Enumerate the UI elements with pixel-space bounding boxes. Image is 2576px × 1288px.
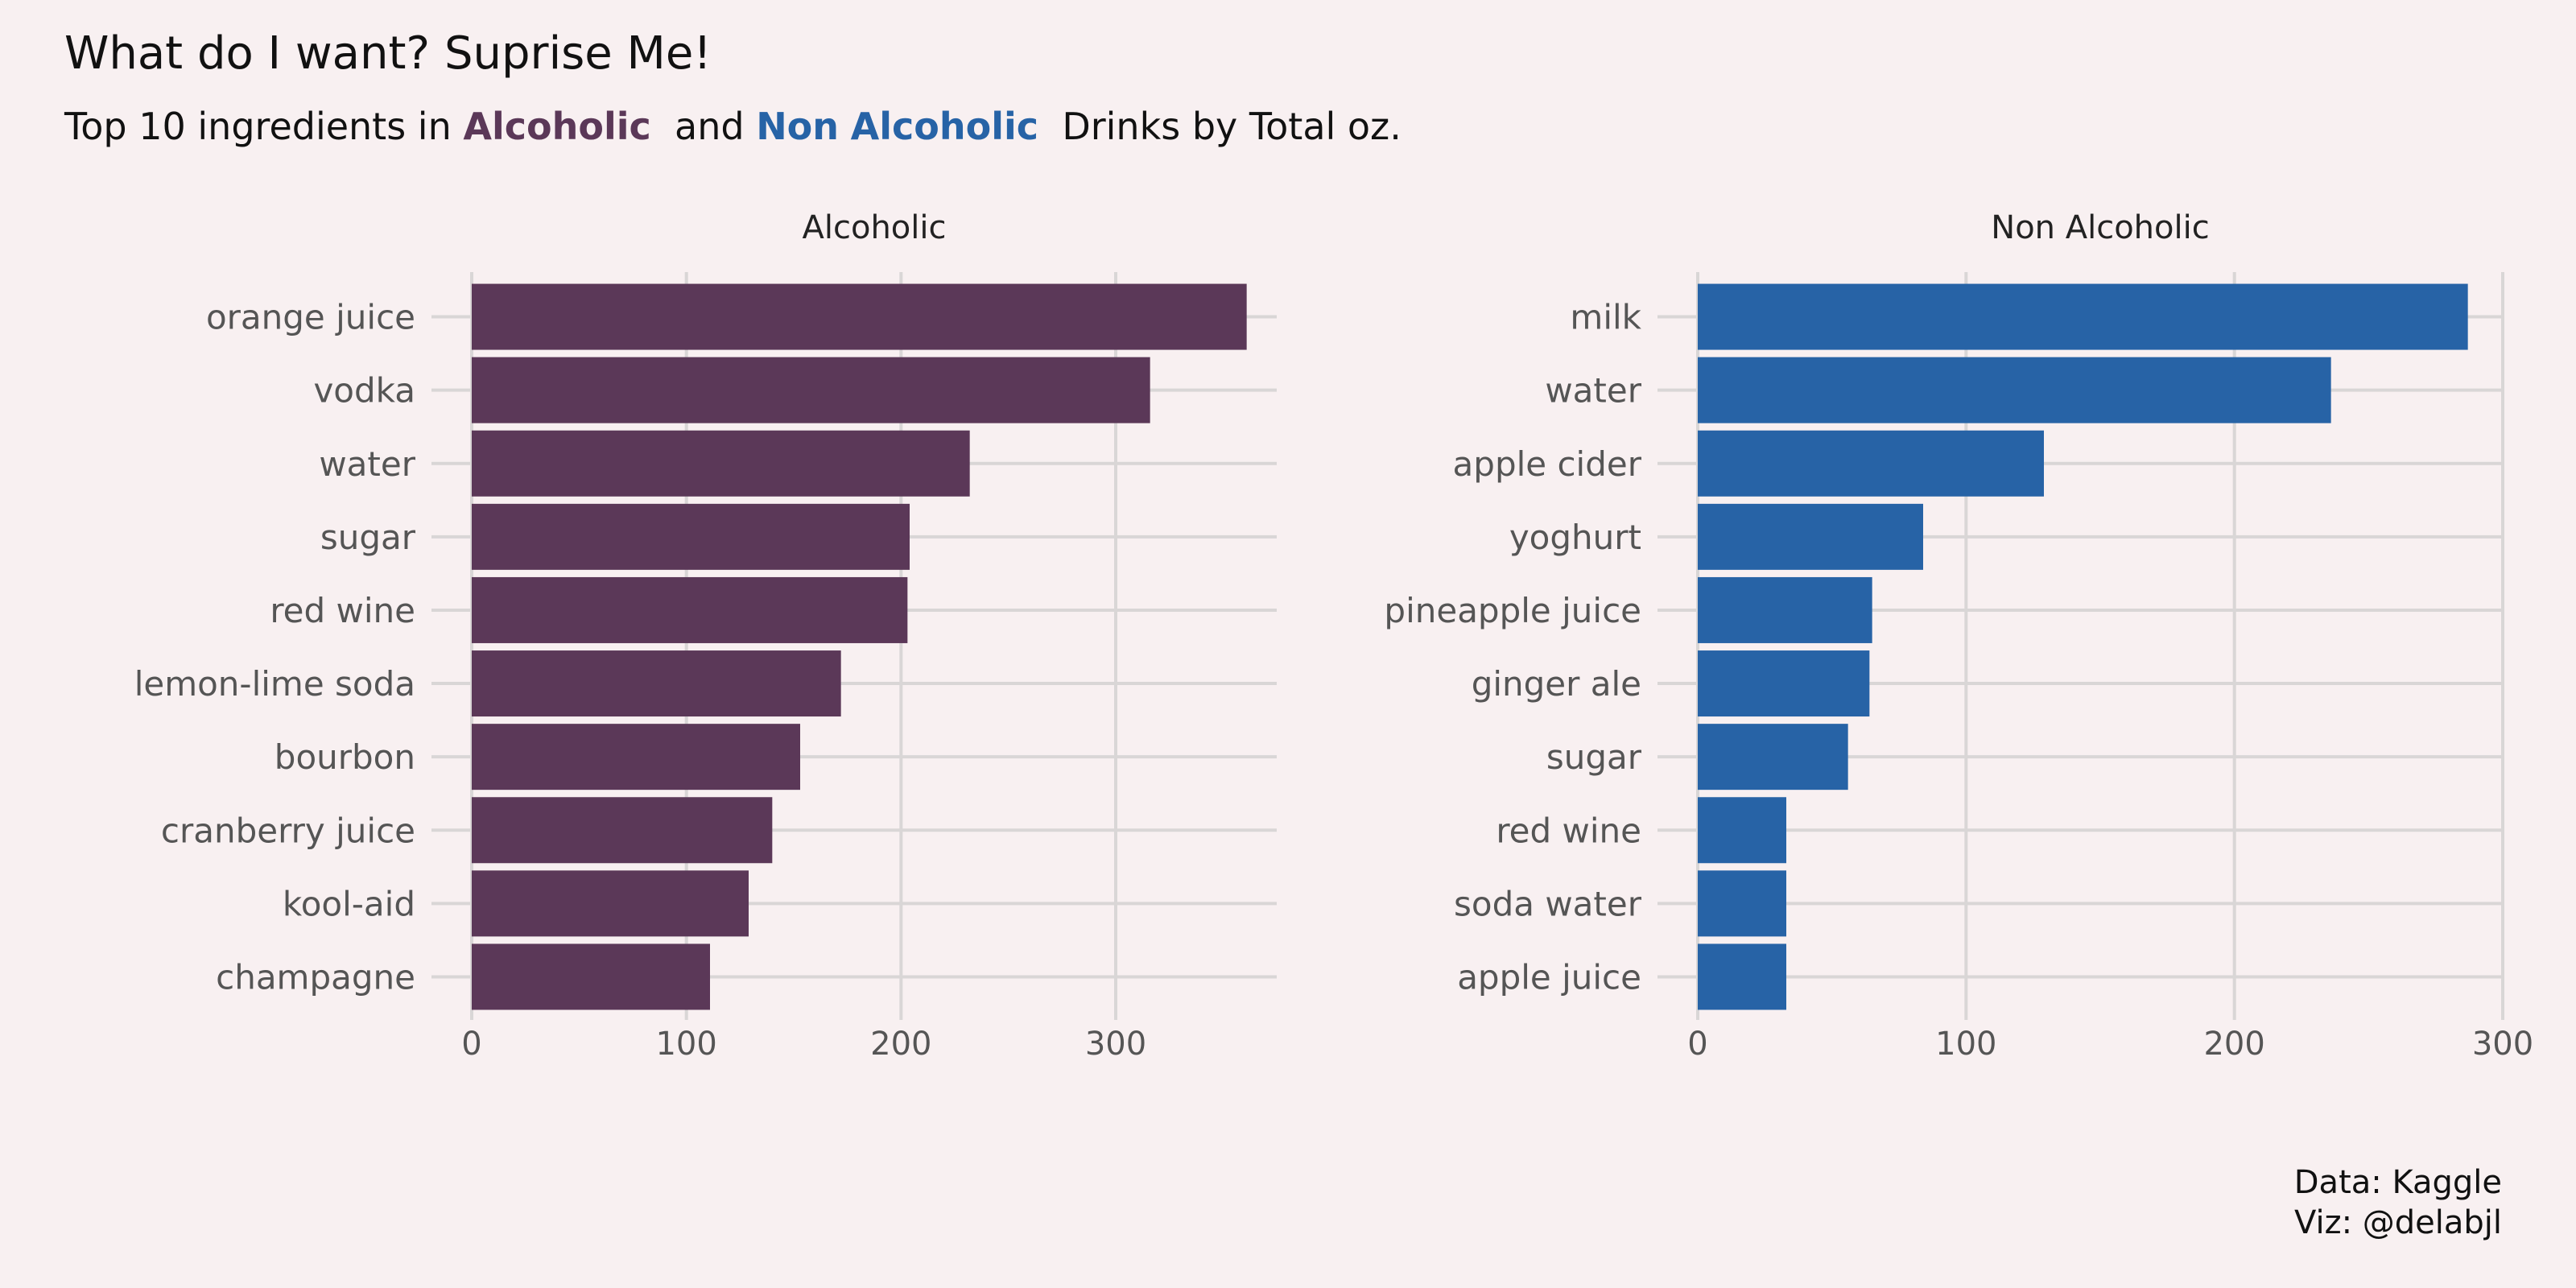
category-label: bourbon — [275, 737, 415, 777]
category-label: soda water — [1454, 884, 1642, 923]
category-label: milk — [1570, 298, 1641, 337]
subtitle-non: Non — [756, 105, 840, 148]
category-label: water — [1545, 371, 1641, 411]
subtitle-alcoholic: Alcoholic — [463, 105, 651, 148]
bar-non-alcoholic — [1698, 430, 2044, 497]
category-label: kool-aid — [283, 884, 415, 923]
bar-non-alcoholic — [1698, 357, 2331, 423]
x-tick-label: 0 — [461, 1026, 481, 1063]
bar-alcoholic — [472, 870, 749, 937]
category-label: lemon-lime soda — [134, 664, 415, 704]
bar-non-alcoholic — [1698, 283, 2468, 350]
chart-subtitle: Top 10 ingredients in Alcoholic and Non … — [64, 105, 1402, 148]
category-label: orange juice — [206, 298, 415, 337]
category-label: cranberry juice — [161, 811, 415, 850]
category-label: apple cider — [1453, 444, 1642, 484]
category-label: ginger ale — [1472, 664, 1641, 704]
bar-alcoholic — [472, 724, 800, 791]
subtitle-prefix: Top 10 ingredients in — [64, 105, 464, 148]
category-label: apple juice — [1457, 957, 1641, 997]
x-tick-label: 100 — [1935, 1026, 1996, 1063]
bar-non-alcoholic — [1698, 576, 1872, 643]
category-label: champagne — [216, 957, 415, 997]
bar-alcoholic — [472, 943, 710, 1010]
bar-alcoholic — [472, 650, 841, 717]
bar-non-alcoholic — [1698, 870, 1786, 937]
category-label: water — [319, 444, 415, 484]
caption-source: Data: Kaggle — [2293, 1164, 2502, 1201]
x-tick-label: 300 — [1085, 1026, 1146, 1063]
chart-title: What do I want? Suprise Me! — [64, 27, 712, 80]
x-tick-label: 100 — [655, 1026, 716, 1063]
bar-non-alcoholic — [1698, 724, 1848, 791]
caption-credit: Viz: @delabjl — [2293, 1204, 2502, 1241]
facet-title-non-alcoholic: Non Alcoholic — [1991, 209, 2209, 246]
bar-non-alcoholic — [1698, 650, 1870, 717]
category-label: pineapple juice — [1384, 591, 1641, 630]
category-label: sugar — [1546, 737, 1642, 777]
subtitle-suffix: Drinks by Total oz. — [1038, 105, 1402, 148]
bar-non-alcoholic — [1698, 943, 1786, 1010]
category-label: sugar — [320, 518, 416, 557]
x-tick-label: 300 — [2472, 1026, 2533, 1063]
x-tick-label: 200 — [2203, 1026, 2264, 1063]
caption: Data: Kaggle Viz: @delabjl — [2294, 1162, 2502, 1243]
bar-alcoholic — [472, 576, 908, 643]
category-label: red wine — [1496, 811, 1641, 850]
bar-non-alcoholic — [1698, 503, 1923, 570]
x-tick-label: 200 — [870, 1026, 931, 1063]
subtitle-mid: and — [650, 105, 757, 148]
bar-alcoholic — [472, 430, 970, 497]
bar-alcoholic — [472, 357, 1150, 423]
x-tick-label: 0 — [1687, 1026, 1707, 1063]
bar-alcoholic — [472, 797, 773, 864]
category-label: yoghurt — [1509, 518, 1641, 557]
bar-non-alcoholic — [1698, 797, 1786, 864]
bar-alcoholic — [472, 283, 1247, 350]
category-label: red wine — [270, 591, 415, 630]
subtitle-non-tail: Alcoholic — [850, 105, 1039, 148]
category-label: vodka — [313, 371, 415, 411]
bar-alcoholic — [472, 503, 910, 570]
facet-title-alcoholic: Alcoholic — [803, 209, 947, 246]
